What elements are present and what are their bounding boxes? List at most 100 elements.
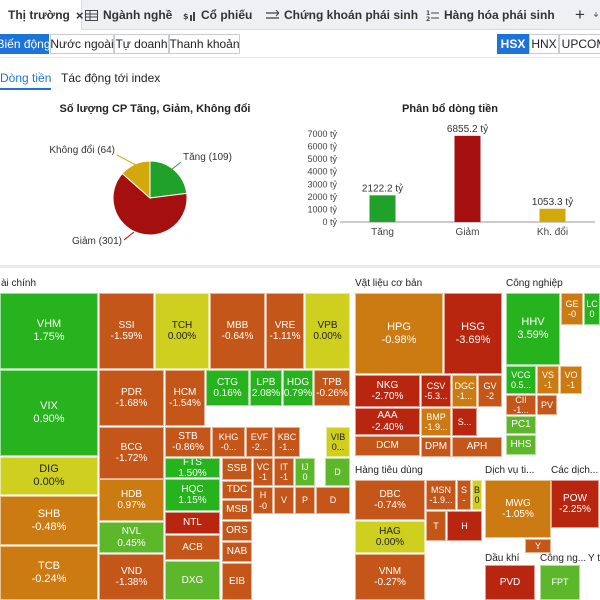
treemap-cell[interactable]: EIB	[222, 563, 252, 600]
treemap-cell[interactable]: HHS	[506, 435, 536, 455]
tab-tac-dong-index[interactable]: Tác động tới index	[61, 71, 161, 85]
treemap-cell[interactable]: T	[426, 511, 446, 541]
treemap-cell[interactable]: VNM -0.27%	[355, 554, 425, 600]
treemap-cell[interactable]: MSB	[222, 500, 252, 520]
treemap-cell[interactable]: BCG -1.72%	[99, 427, 164, 479]
treemap-cell[interactable]: D	[316, 487, 350, 514]
close-icon[interactable]: ×	[75, 7, 84, 23]
pie-slice[interactable]	[112, 172, 188, 236]
treemap-cell[interactable]: PC1	[506, 416, 536, 434]
treemap-cell[interactable]: FPT	[540, 565, 580, 600]
treemap-cell[interactable]: TPB -0.26%	[314, 370, 350, 406]
treemap-cell[interactable]: APH	[452, 437, 502, 457]
treemap-cell[interactable]: TCB -0.24%	[0, 546, 98, 600]
treemap-cell[interactable]: NKG -2.70%	[355, 375, 420, 407]
treemap-cell[interactable]: PVD	[485, 565, 535, 600]
treemap-cell[interactable]: LC 0	[584, 293, 600, 325]
treemap-cell[interactable]: H -0	[253, 487, 273, 514]
treemap-cell[interactable]: VCG 0.5...	[506, 366, 536, 394]
treemap-cell[interactable]: VS -1	[537, 366, 559, 394]
treemap-cell[interactable]: PV	[537, 395, 557, 415]
treemap-cell[interactable]: IJ 0	[295, 458, 315, 486]
treemap-cell[interactable]: MWG -1.05%	[485, 480, 551, 538]
treemap-cell[interactable]: CSV -5.3...	[421, 375, 451, 407]
pie-slice[interactable]	[149, 160, 188, 199]
treemap-cell[interactable]: STB -0.86%	[165, 427, 211, 457]
treemap-cell[interactable]: CTG 0.16%	[206, 370, 249, 406]
treemap-cell[interactable]: VHM 1.75%	[0, 293, 98, 369]
treemap-cell[interactable]: ORS	[222, 521, 252, 541]
treemap-cell[interactable]: SSI -1.59%	[99, 293, 154, 369]
exchange-hsx[interactable]: HSX	[497, 34, 529, 54]
treemap-cell[interactable]: DBC -0.74%	[355, 480, 425, 520]
subtab-tu-doanh[interactable]: Tự doanh	[114, 34, 169, 54]
add-tab-button[interactable]: +	[575, 5, 585, 24]
treemap-cell[interactable]: NAB	[222, 542, 252, 562]
treemap-cell[interactable]: NTL	[165, 512, 220, 534]
treemap-cell[interactable]: VO -1	[560, 366, 582, 394]
treemap-cell[interactable]: VIX 0.90%	[0, 370, 98, 456]
subtab-nuoc-ngoai[interactable]: Nước ngoài	[50, 34, 114, 54]
exchange-upcom[interactable]: UPCOM	[559, 34, 600, 54]
treemap-cell[interactable]: TCH 0.00%	[155, 293, 209, 369]
treemap-cell[interactable]: DGC -1...	[452, 375, 477, 407]
treemap-cell[interactable]: DXG	[165, 561, 220, 600]
tab-chung-khoan-phai-sinh[interactable]: Chứng khoán phái sinh	[265, 0, 418, 30]
bar[interactable]	[454, 135, 481, 222]
bar[interactable]	[369, 195, 396, 222]
treemap-cell[interactable]: V	[274, 487, 294, 514]
tab-thi-truong[interactable]: Thị trường ×	[0, 0, 84, 30]
tab-co-phieu[interactable]: $ Cổ phiếu	[182, 0, 253, 30]
treemap-cell[interactable]: LPB 2.08%	[250, 370, 282, 406]
treemap-cell[interactable]: HSG -3.69%	[444, 293, 502, 374]
treemap-cell[interactable]: Y	[525, 539, 551, 553]
treemap-cell[interactable]: GV -2	[478, 375, 502, 407]
treemap-cell[interactable]: P	[295, 487, 315, 514]
treemap-cell[interactable]: FTS 1.50%	[165, 458, 220, 478]
treemap-cell[interactable]: HAG 0.00%	[355, 521, 425, 553]
treemap-cell[interactable]: MBB -0.64%	[210, 293, 265, 369]
treemap-cell[interactable]: DPM	[421, 437, 451, 457]
treemap-cell[interactable]: PDR -1.68%	[99, 370, 164, 426]
tab-nganh-nghe[interactable]: Ngành nghề	[84, 0, 172, 30]
treemap-cell[interactable]: SHB -0.48%	[0, 496, 98, 545]
treemap-cell[interactable]: SSB	[222, 458, 252, 480]
treemap-cell[interactable]: VIB 0...	[326, 427, 350, 457]
treemap-cell[interactable]: BMP -1.9...	[421, 408, 451, 436]
treemap-cell[interactable]: VND -1.38%	[99, 554, 164, 600]
treemap-cell[interactable]: KHG -0...	[212, 427, 245, 457]
subtab-thanh-khoan[interactable]: Thanh khoản	[169, 34, 240, 54]
treemap-cell[interactable]: NVL 0.45%	[99, 522, 164, 553]
treemap-cell[interactable]: ACB	[165, 535, 220, 560]
treemap-cell[interactable]: IT -1	[274, 458, 294, 486]
treemap-cell[interactable]: DIG 0.00%	[0, 457, 98, 495]
treemap-cell[interactable]: S-	[457, 480, 471, 510]
treemap-cell[interactable]: HHV 3.59%	[506, 293, 560, 365]
treemap-cell[interactable]: KBC -1...	[274, 427, 300, 457]
bar[interactable]	[539, 208, 566, 222]
treemap-cell[interactable]: HQC 1.15%	[165, 479, 220, 511]
treemap-cell[interactable]: HDG 0.79%	[283, 370, 313, 406]
treemap-cell[interactable]: DCM	[355, 436, 420, 456]
treemap-cell[interactable]: CII -1...	[506, 395, 536, 415]
treemap-cell[interactable]: POW -2.25%	[551, 480, 599, 528]
tab-dong-tien[interactable]: Dòng tiền	[0, 71, 52, 90]
treemap-cell[interactable]: HPG -0.98%	[355, 293, 443, 374]
treemap-cell[interactable]: H	[447, 511, 482, 541]
treemap-cell[interactable]: TDC	[222, 481, 252, 499]
treemap-cell[interactable]: VRE -1.11%	[266, 293, 304, 369]
treemap-cell[interactable]: GE -0	[561, 293, 583, 325]
treemap-cell[interactable]: AAA -2.40%	[355, 408, 420, 435]
subtab-bien-dong[interactable]: Biến động	[0, 34, 51, 54]
treemap-cell[interactable]: HDB 0.97%	[99, 479, 164, 521]
treemap-cell[interactable]: VPB 0.00%	[305, 293, 350, 369]
treemap-cell[interactable]: HCM -1.54%	[165, 370, 205, 426]
treemap-cell[interactable]: EVF -2...	[246, 427, 273, 457]
download-icon[interactable]	[594, 0, 600, 30]
treemap-cell[interactable]: D	[325, 458, 350, 486]
treemap-cell[interactable]: S...	[452, 408, 477, 436]
treemap-cell[interactable]: MSN -1.9...	[426, 480, 456, 510]
treemap-cell[interactable]: VC -1	[253, 458, 273, 486]
